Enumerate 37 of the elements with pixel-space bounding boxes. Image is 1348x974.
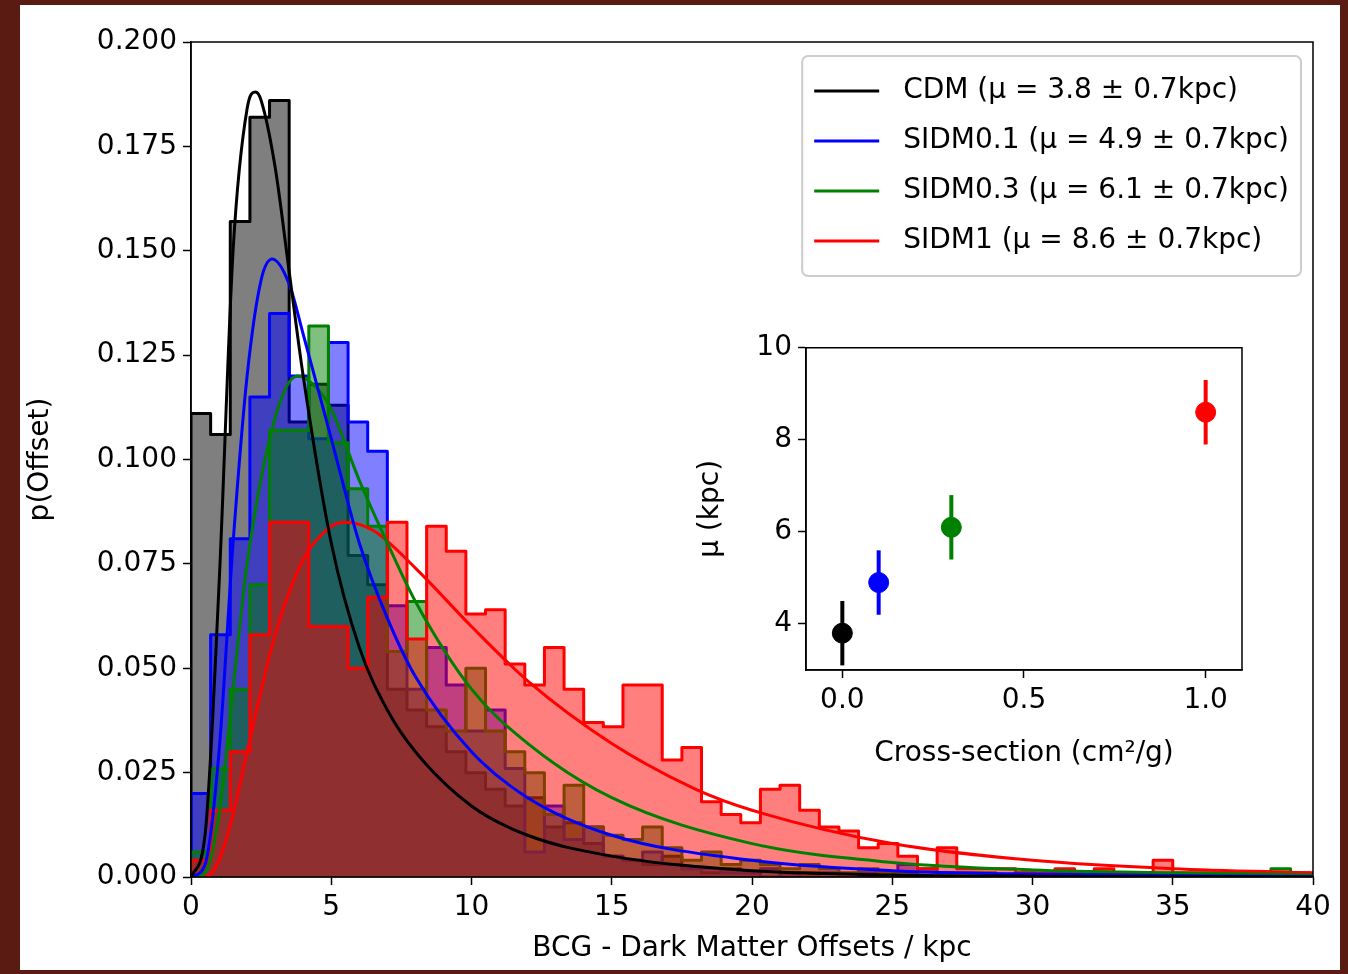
x-tick-label: 10 <box>453 889 490 923</box>
x-tick-label: 30 <box>1014 889 1051 923</box>
point <box>1195 401 1217 423</box>
y-tick-label: 0.100 <box>96 440 177 474</box>
x-axis-title: Cross-section (cm²/g) <box>874 735 1174 769</box>
y-tick-label: 0.150 <box>96 232 177 266</box>
y-tick-label: 0.200 <box>96 23 177 57</box>
y-tick-label: 0.000 <box>96 858 177 892</box>
y-tick-label: 0.075 <box>96 545 177 579</box>
y-axis-title: μ (kpc) <box>692 459 726 558</box>
x-tick-label: 25 <box>874 889 911 923</box>
x-tick-label: 5 <box>322 889 341 923</box>
legend-label: CDM (μ = 3.8 ± 0.7kpc) <box>903 72 1238 106</box>
x-tick-label: 0.0 <box>820 682 865 716</box>
point <box>831 622 853 644</box>
legend-label: SIDM0.3 (μ = 6.1 ± 0.7kpc) <box>903 172 1290 206</box>
y-tick-label: 0.125 <box>96 336 177 370</box>
x-tick-label: 0.5 <box>1001 682 1047 716</box>
y-tick-label: 10 <box>756 329 792 363</box>
y-tick-label: 0.175 <box>96 127 177 161</box>
y-tick-label: 0.050 <box>96 649 177 683</box>
x-tick-label: 1.0 <box>1183 682 1228 716</box>
x-tick-label: 20 <box>734 889 770 923</box>
y-tick-label: 4 <box>774 605 792 639</box>
x-tick-label: 35 <box>1154 889 1191 923</box>
point <box>868 572 890 594</box>
x-tick-label: 15 <box>593 889 630 923</box>
x-tick-label: 0 <box>182 889 200 923</box>
y-tick-label: 6 <box>774 513 792 547</box>
legend-label: SIDM1 (μ = 8.6 ± 0.7kpc) <box>903 222 1263 256</box>
x-axis-title: BCG - Dark Matter Offsets / kpc <box>532 930 972 964</box>
point <box>940 516 962 538</box>
legend-label: SIDM0.1 (μ = 4.9 ± 0.7kpc) <box>903 122 1290 156</box>
y-tick-label: 8 <box>774 421 792 455</box>
y-tick-label: 0.025 <box>96 753 177 787</box>
y-axis-title: p(Offset) <box>22 397 56 522</box>
x-tick-label: 40 <box>1295 889 1331 923</box>
